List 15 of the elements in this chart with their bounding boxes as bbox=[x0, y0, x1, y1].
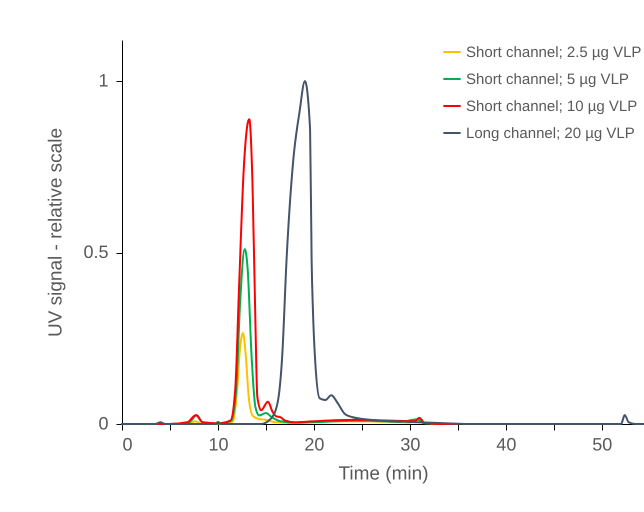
legend-label: Short channel; 10 µg VLP bbox=[466, 98, 638, 115]
x-tick-label: 40 bbox=[496, 434, 516, 454]
y-axis-title: UV signal - relative scale bbox=[45, 128, 66, 338]
x-tick-label: 0 bbox=[122, 434, 133, 454]
legend-label: Short channel; 5 µg VLP bbox=[466, 71, 629, 88]
x-tick-label: 50 bbox=[592, 434, 612, 454]
y-tick-label: 0.5 bbox=[83, 242, 108, 262]
legend-label: Short channel; 2.5 µg VLP bbox=[466, 44, 642, 61]
y-tick-label: 1 bbox=[98, 70, 108, 91]
x-tick-label: 20 bbox=[304, 434, 324, 454]
y-tick-label: 0 bbox=[98, 414, 108, 434]
legend-label: Long channel; 20 µg VLP bbox=[466, 125, 635, 142]
x-tick-label: 10 bbox=[208, 434, 228, 454]
x-tick-label: 30 bbox=[400, 434, 420, 454]
x-axis-title: Time (min) bbox=[338, 464, 429, 484]
